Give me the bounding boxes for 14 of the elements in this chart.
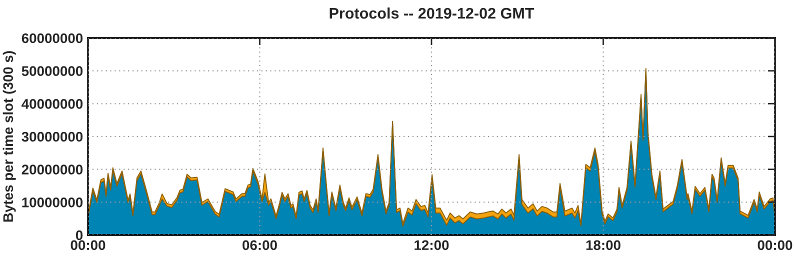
chart-title: Protocols -- 2019-12-02 GMT (330, 7, 534, 19)
y-tick-label: 40000000 (22, 99, 83, 109)
y-tick-label: 30000000 (22, 132, 83, 142)
x-tick-label: 00:00 (70, 240, 106, 250)
x-tick-label: 12:00 (414, 240, 449, 250)
x-tick-label: 06:00 (242, 240, 277, 250)
x-tick-label: 18:00 (586, 240, 620, 250)
y-tick-label: 60000000 (22, 33, 83, 44)
y-tick-label: 50000000 (22, 66, 83, 76)
y-tick-label: 20000000 (22, 164, 83, 175)
y-axis-title: Bytes per time slot (300 s) (2, 51, 16, 222)
y-tick-label: 10000000 (22, 198, 83, 208)
y-tick-label: 0 (76, 230, 83, 240)
x-tick-label: 00:00 (758, 240, 792, 250)
